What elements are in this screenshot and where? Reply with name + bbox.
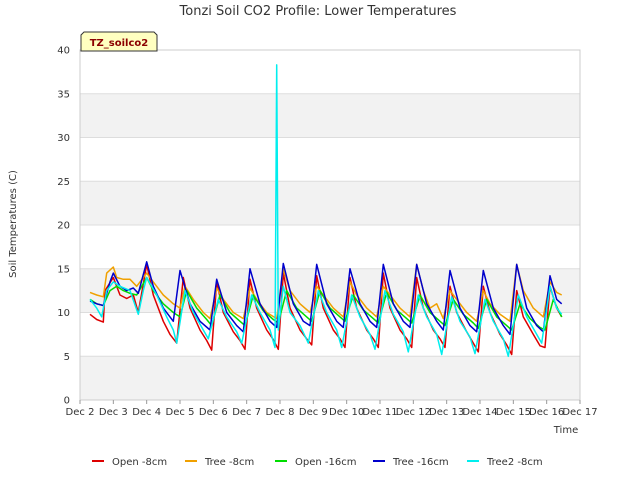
- y-tick-label: 40: [57, 46, 70, 57]
- site-badge-label: TZ_soilco2: [90, 38, 149, 49]
- x-tick-label: Dec 2: [66, 407, 95, 418]
- x-tick-label: Dec 11: [362, 407, 397, 418]
- legend-label-open-8cm: Open -8cm: [112, 457, 167, 468]
- y-tick-label: 10: [57, 308, 70, 319]
- series-line-tree2-8cm: [89, 64, 563, 358]
- x-tick-label: Dec 13: [429, 407, 464, 418]
- x-tick-label: Dec 5: [166, 407, 195, 418]
- plot-band: [80, 225, 580, 269]
- x-tick-label: Dec 8: [266, 407, 295, 418]
- y-tick-label: 5: [64, 352, 70, 363]
- legend-label-tree-16cm: Tree -16cm: [392, 457, 449, 468]
- x-tick-label: Dec 9: [299, 407, 328, 418]
- chart-title: Tonzi Soil CO2 Profile: Lower Temperatur…: [179, 4, 457, 19]
- x-tick-label: Dec 16: [529, 407, 564, 418]
- y-axis-label: Soil Temperatures (C): [8, 170, 19, 278]
- series-line-tree-16cm: [89, 261, 563, 336]
- x-tick-label: Dec 12: [396, 407, 431, 418]
- plot-frame: [79, 49, 581, 401]
- x-axis-ticks: Dec 2 Dec 3 Dec 4 Dec 5 Dec 6 Dec 7 Dec 8 Dec 9…: [66, 400, 598, 418]
- y-tick-label: 20: [57, 221, 70, 232]
- plot-band: [80, 50, 580, 94]
- x-tick-label: Dec 10: [329, 407, 364, 418]
- legend-label-tree2-8cm: Tree2 -8cm: [486, 457, 543, 468]
- x-tick-label: Dec 4: [132, 407, 161, 418]
- y-tick-label: 15: [57, 264, 70, 275]
- legend: Open -8cm Tree -8cm Open -16cm Tree -16cm Tr…: [92, 457, 543, 468]
- y-axis-ticks: 0 5 10 15 20 25 30 35 40: [57, 46, 70, 407]
- legend-label-tree-8cm: Tree -8cm: [204, 457, 254, 468]
- x-tick-label: Dec 15: [496, 407, 531, 418]
- plot-band: [80, 137, 580, 182]
- x-tick-label: Dec 6: [199, 407, 228, 418]
- plot-band: [80, 181, 580, 225]
- site-badge-box: [80, 31, 158, 52]
- plot-band: [80, 93, 580, 138]
- plot-band: [80, 356, 580, 400]
- series-line-open-8cm: [89, 263, 563, 356]
- x-tick-label: Dec 3: [99, 407, 128, 418]
- plot-band: [80, 268, 580, 313]
- x-tick-label: Dec 7: [232, 407, 261, 418]
- y-tick-label: 25: [57, 177, 70, 188]
- plot-bands: [80, 50, 580, 400]
- x-tick-label: Dec 14: [462, 407, 497, 418]
- x-tick-label: Dec 17: [562, 407, 597, 418]
- site-badge: TZ_soilco2: [80, 31, 158, 52]
- x-axis-label: Time: [553, 425, 578, 436]
- y-tick-label: 30: [57, 133, 70, 144]
- series-lines: [89, 64, 563, 358]
- y-tick-label: 35: [57, 89, 70, 100]
- y-tick-label: 0: [64, 396, 70, 407]
- legend-label-open-16cm: Open -16cm: [295, 457, 356, 468]
